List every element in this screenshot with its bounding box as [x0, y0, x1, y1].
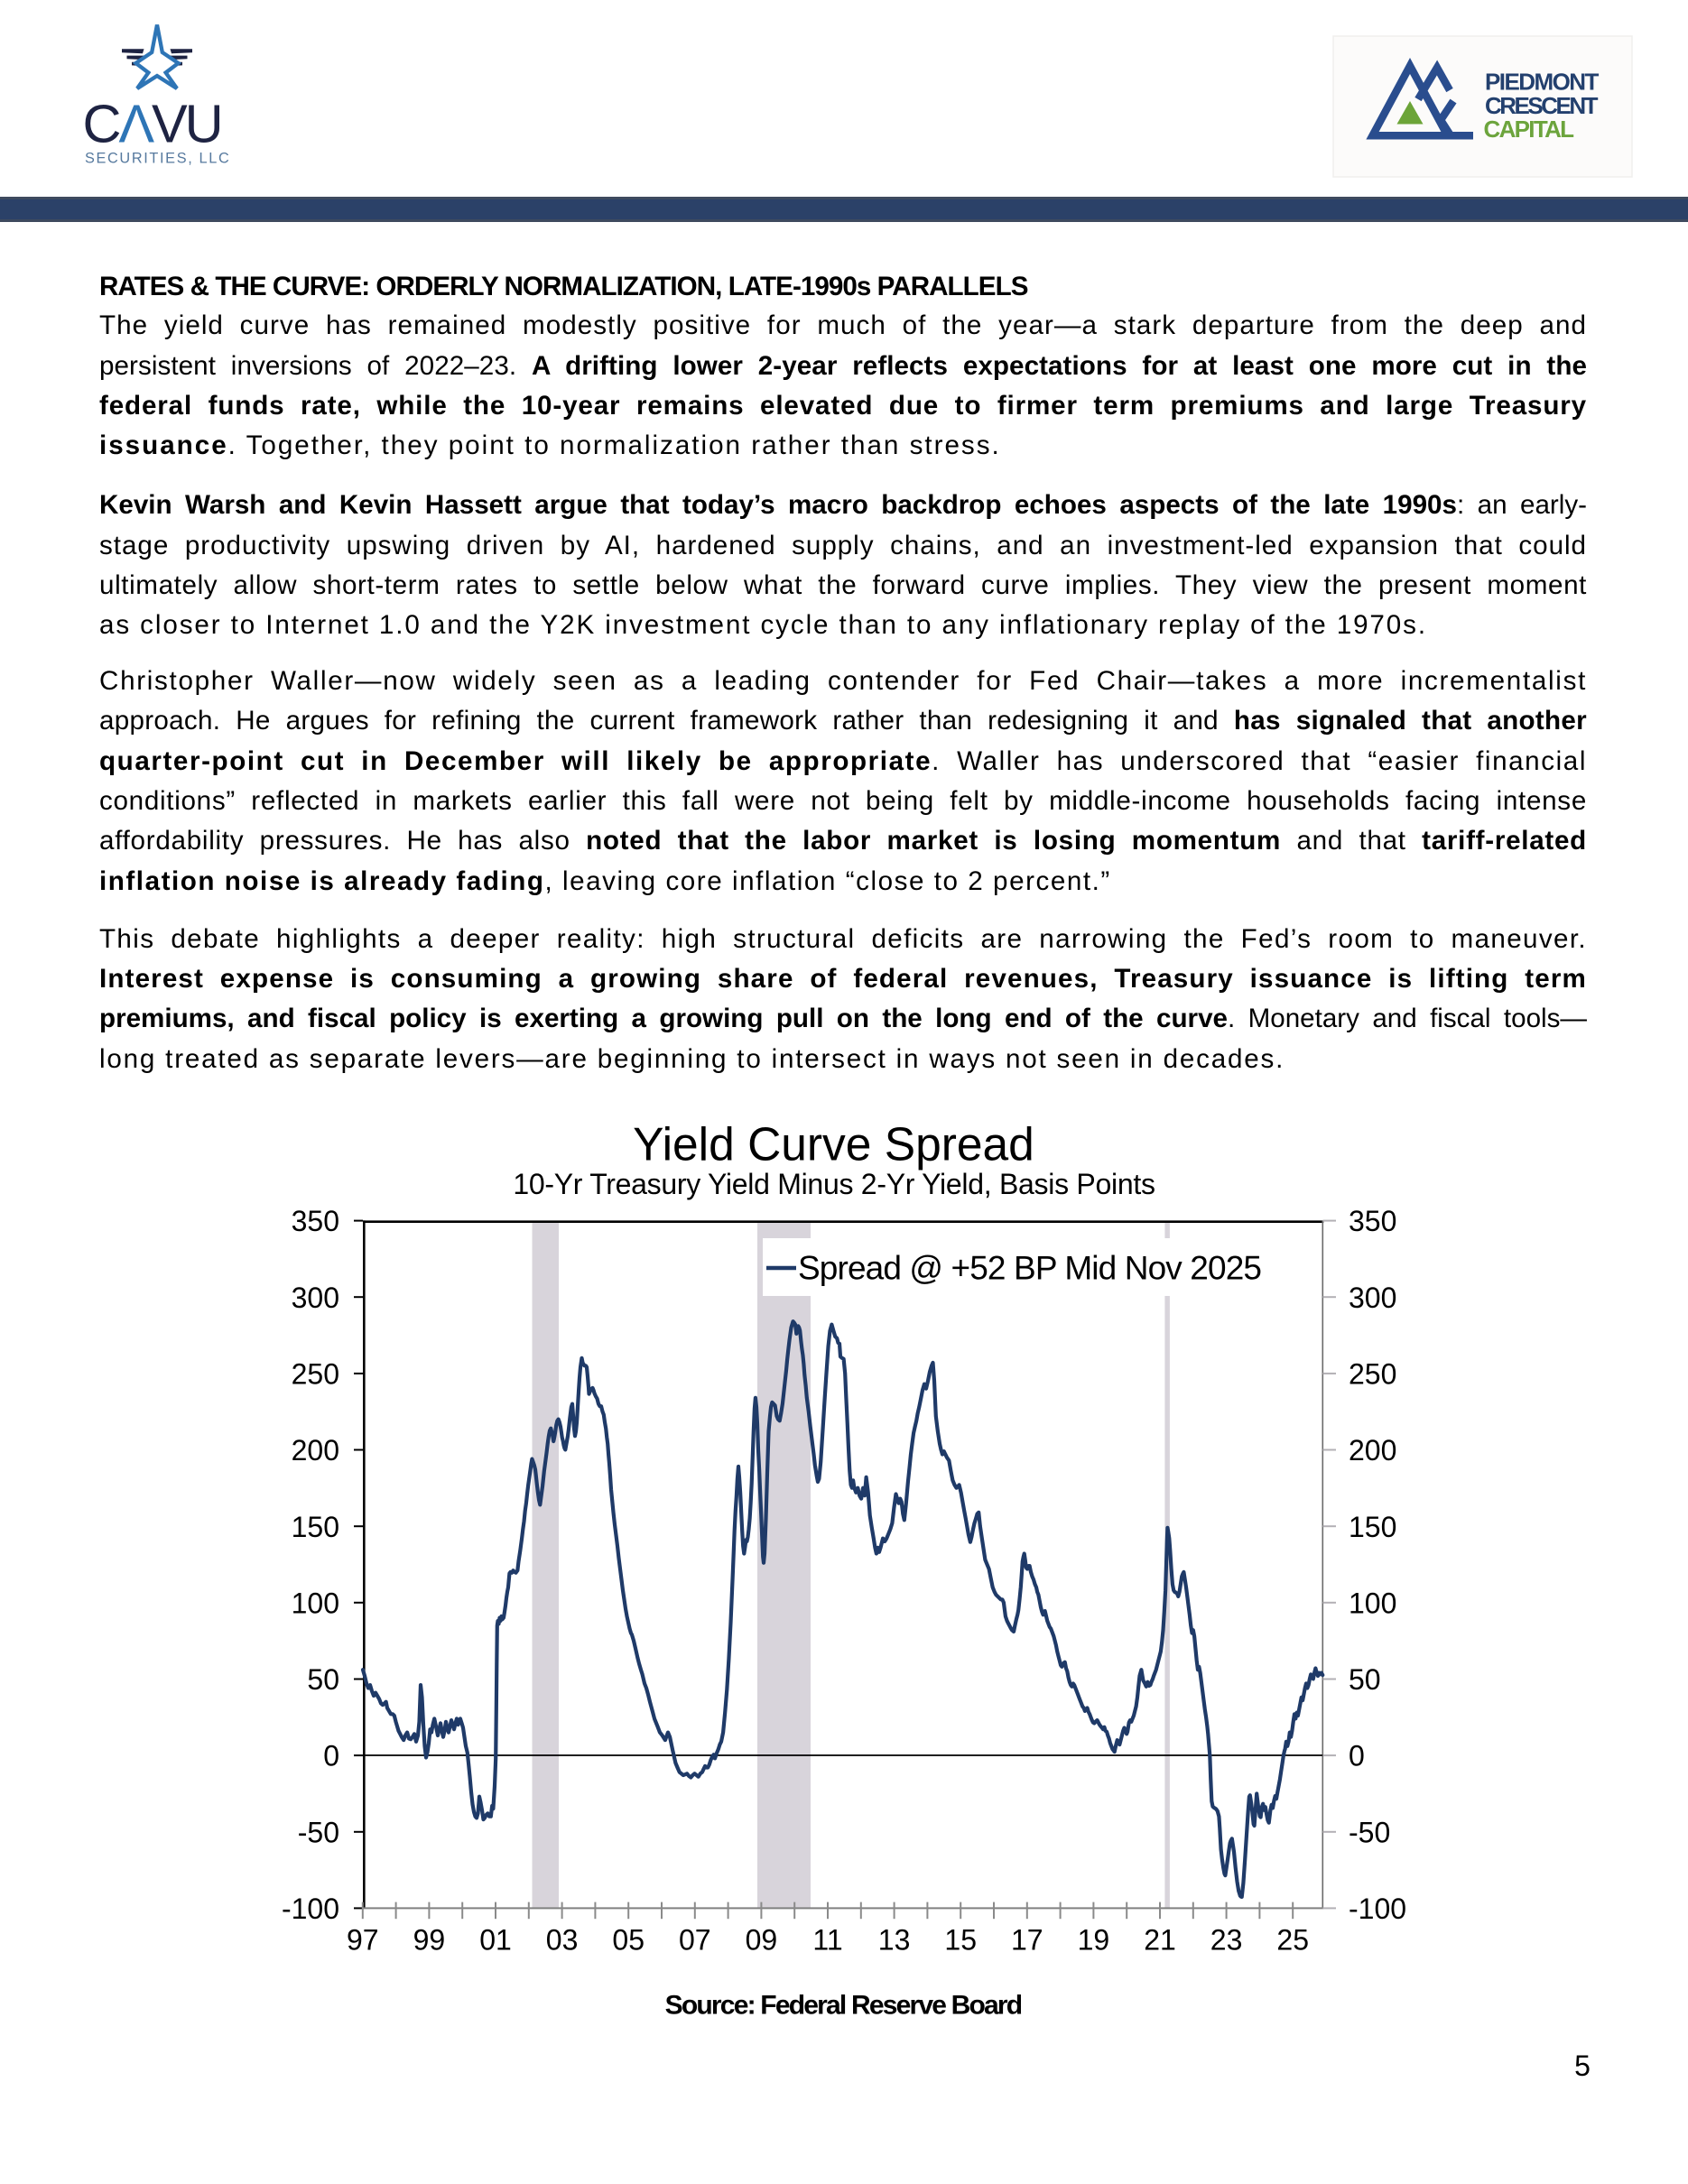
svg-text:350: 350	[292, 1205, 339, 1237]
svg-text:01: 01	[479, 1924, 512, 1957]
svg-text:09: 09	[746, 1924, 778, 1957]
svg-text:97: 97	[347, 1924, 379, 1957]
svg-text:17: 17	[1011, 1924, 1043, 1957]
svg-text:05: 05	[612, 1924, 645, 1957]
svg-text:21: 21	[1144, 1924, 1176, 1957]
svg-text:25: 25	[1276, 1924, 1309, 1957]
svg-text:PIEDMONT: PIEDMONT	[1485, 68, 1599, 95]
svg-text:Spread @ +52 BP Mid Nov 2025: Spread @ +52 BP Mid Nov 2025	[798, 1250, 1261, 1287]
svg-text:19: 19	[1078, 1924, 1110, 1957]
svg-text:200: 200	[1349, 1434, 1396, 1467]
svg-text:100: 100	[1349, 1587, 1396, 1619]
svg-text:CΛVU: CΛVU	[83, 94, 221, 154]
svg-text:300: 300	[1349, 1282, 1396, 1314]
svg-text:15: 15	[944, 1924, 977, 1957]
svg-text:100: 100	[292, 1587, 339, 1619]
svg-text:150: 150	[292, 1511, 339, 1543]
svg-text:300: 300	[292, 1282, 339, 1314]
svg-text:10-Yr Treasury Yield Minus 2-Y: 10-Yr Treasury Yield Minus 2-Yr Yield, B…	[513, 1168, 1155, 1200]
svg-text:50: 50	[307, 1663, 339, 1696]
svg-text:CRESCENT: CRESCENT	[1485, 92, 1599, 119]
svg-text:SECURITIES, LLC: SECURITIES, LLC	[85, 151, 230, 167]
svg-text:13: 13	[878, 1924, 911, 1957]
svg-text:07: 07	[679, 1924, 711, 1957]
svg-text:200: 200	[292, 1434, 339, 1467]
svg-text:99: 99	[413, 1924, 446, 1957]
svg-text:150: 150	[1349, 1511, 1396, 1543]
svg-text:250: 250	[292, 1358, 339, 1391]
svg-text:23: 23	[1210, 1924, 1243, 1957]
svg-text:Source: Federal Reserve Board: Source: Federal Reserve Board	[665, 1991, 1022, 2021]
svg-text:50: 50	[1349, 1663, 1381, 1696]
svg-text:250: 250	[1349, 1358, 1396, 1391]
svg-text:0: 0	[323, 1740, 339, 1772]
svg-text:-100: -100	[282, 1892, 339, 1925]
svg-text:0: 0	[1349, 1740, 1365, 1772]
svg-text:350: 350	[1349, 1205, 1396, 1237]
svg-text:03: 03	[546, 1924, 579, 1957]
svg-text:-50: -50	[1349, 1816, 1390, 1848]
svg-text:-100: -100	[1349, 1892, 1406, 1925]
svg-text:Yield Curve Spread: Yield Curve Spread	[633, 1118, 1034, 1171]
svg-text:11: 11	[812, 1924, 842, 1957]
svg-text:-50: -50	[298, 1816, 339, 1848]
svg-text:CAPITAL: CAPITAL	[1484, 116, 1575, 143]
